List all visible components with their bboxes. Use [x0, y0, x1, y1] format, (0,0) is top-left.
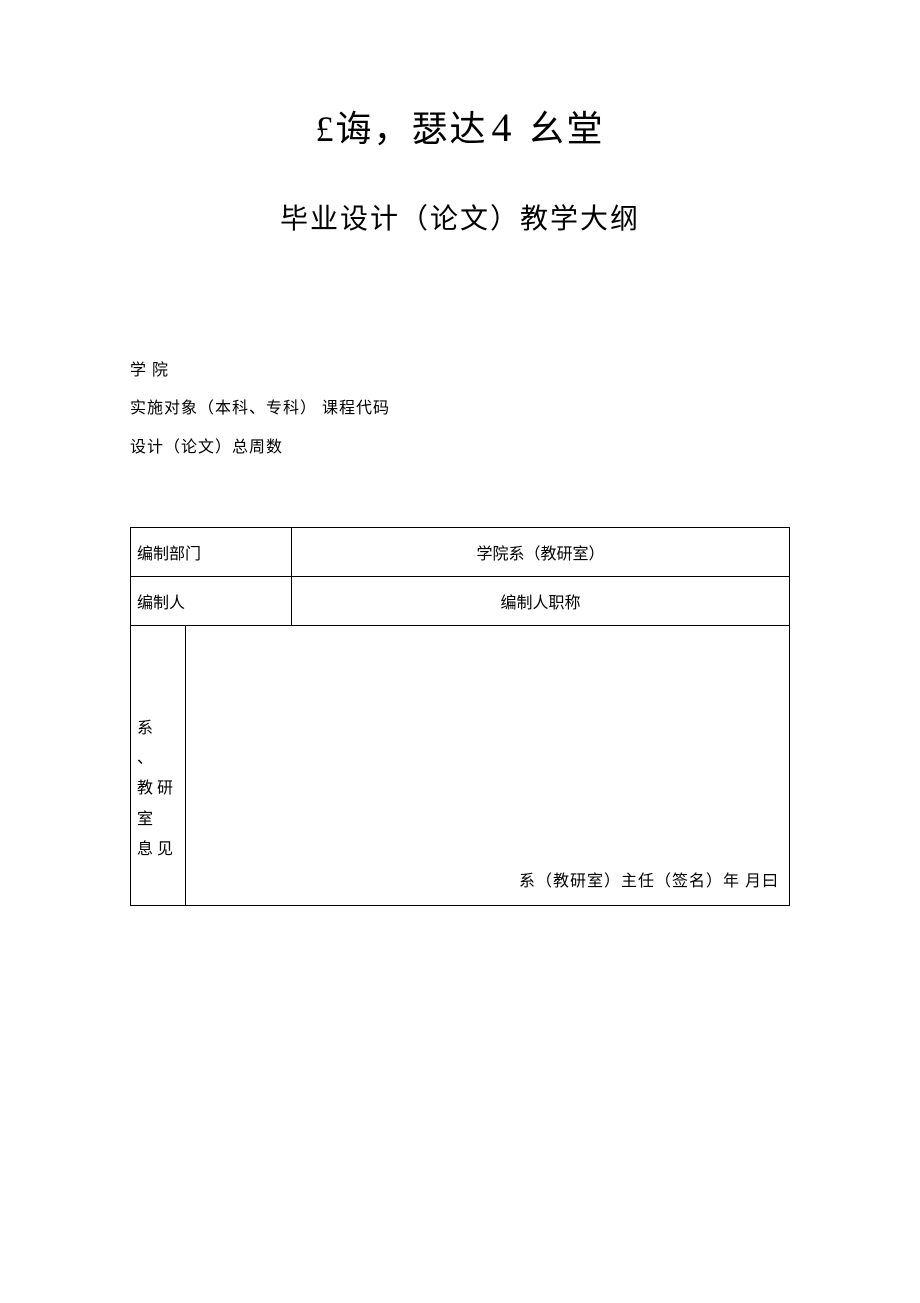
info-block: 学 院 实施对象（本科、专科） 课程代码 设计（论文）总周数	[130, 352, 790, 467]
cell-signature: 系（教研室）主任（签名）年 月曰	[186, 626, 790, 906]
vlabel-line3: 教 研	[137, 774, 179, 804]
vlabel-line2: 、	[137, 744, 179, 774]
document-title-1: £诲，瑟达4 幺堂	[130, 100, 790, 152]
vlabel-line5: 息 见	[137, 835, 179, 865]
signature-text: 系（教研室）主任（签名）年 月曰	[519, 873, 779, 890]
table-row: 系 、 教 研 室 息 见 系（教研室）主任（签名）年 月曰	[131, 626, 790, 906]
form-table: 编制部门 学院系（教研室） 编制人 编制人职称 系 、 教 研 室 息 见 系（…	[130, 527, 790, 906]
title1-num: 4	[492, 105, 514, 150]
table-row: 编制人 编制人职称	[131, 577, 790, 626]
info-line-target: 实施对象（本科、专科） 课程代码	[130, 390, 790, 428]
cell-dept-value: 学院系（教研室）	[291, 528, 789, 577]
title1-prefix: £诲，瑟达	[315, 109, 487, 149]
cell-opinion-label: 系 、 教 研 室 息 见	[131, 626, 186, 906]
info-line-college: 学 院	[130, 352, 790, 390]
vlabel-line1: 系	[137, 714, 179, 744]
table-row: 编制部门 学院系（教研室）	[131, 528, 790, 577]
vlabel-line4: 室	[137, 805, 179, 835]
cell-author-label: 编制人	[131, 577, 292, 626]
cell-author-value: 编制人职称	[291, 577, 789, 626]
cell-dept-label: 编制部门	[131, 528, 292, 577]
document-title-2: 毕业设计（论文）教学大纲	[130, 197, 790, 237]
info-line-weeks: 设计（论文）总周数	[130, 429, 790, 467]
title1-suffix: 幺堂	[518, 109, 605, 149]
